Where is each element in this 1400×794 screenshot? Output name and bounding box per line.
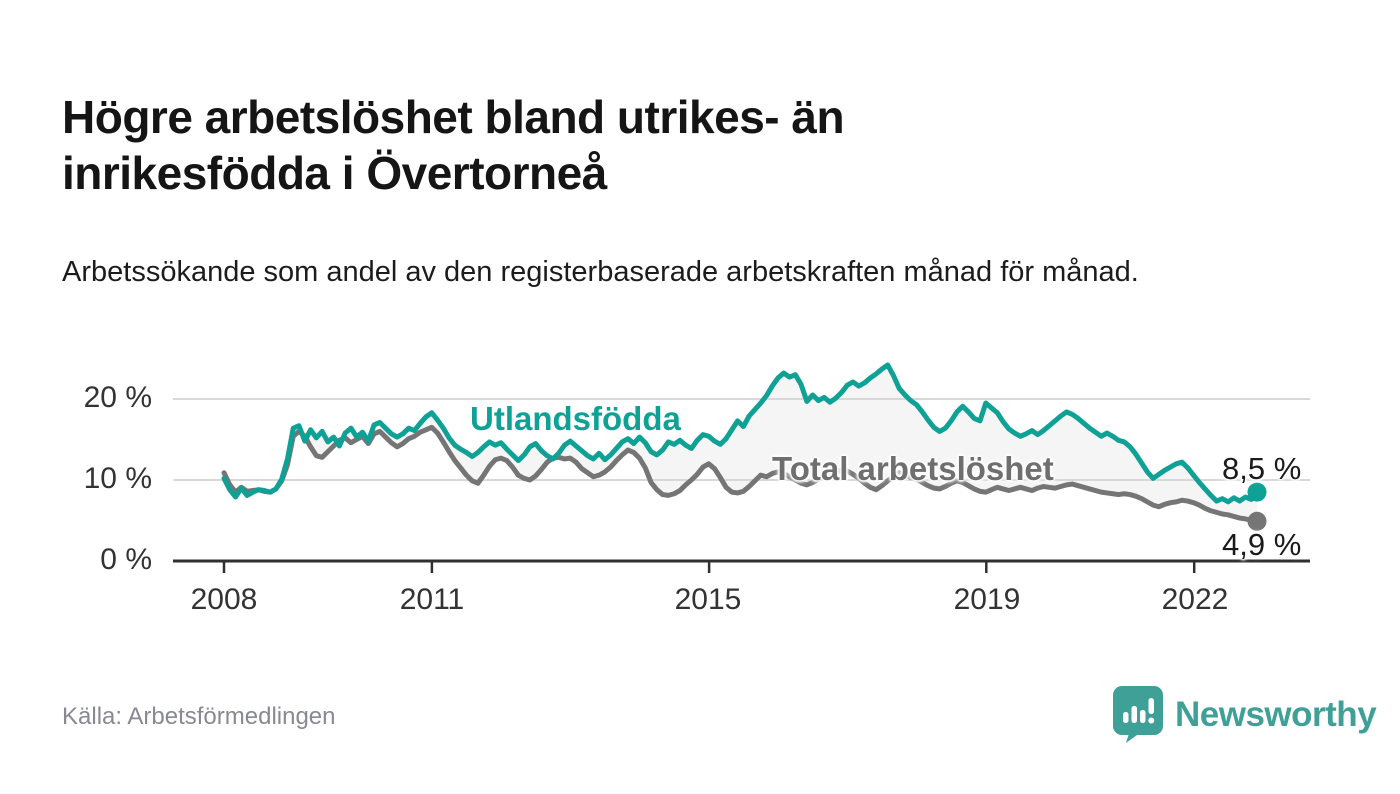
end-value-label-total: 4,9 % [1222, 527, 1302, 562]
newsworthy-logo-icon [1113, 686, 1163, 743]
source-credit: Källa: Arbetsförmedlingen [62, 703, 336, 730]
page-title: Högre arbetslöshet bland utrikes- än inr… [62, 90, 845, 200]
y-axis-tick-label: 10 % [83, 462, 152, 495]
x-axis-tick-label: 2019 [953, 583, 1021, 616]
series-label-total-arbetsloshet: Total arbetslöshet [772, 450, 1054, 487]
end-value-label-utlandsfodda: 8,5 % [1222, 451, 1302, 486]
x-axis-tick-label: 2022 [1161, 583, 1229, 616]
newsworthy-brand: Newsworthy [1113, 686, 1377, 743]
x-axis-tick-label: 2015 [674, 583, 742, 616]
x-axis-tick-label: 2011 [399, 583, 465, 616]
x-axis-tick-label: 2008 [190, 583, 258, 616]
series-label-utlandsfodda: Utlandsfödda [470, 400, 681, 437]
brand-name: Newsworthy [1175, 694, 1377, 734]
page-subtitle: Arbetssökande som andel av den registerb… [62, 256, 1139, 288]
y-axis-tick-label: 20 % [83, 381, 152, 414]
y-axis-tick-label: 0 % [100, 543, 152, 576]
